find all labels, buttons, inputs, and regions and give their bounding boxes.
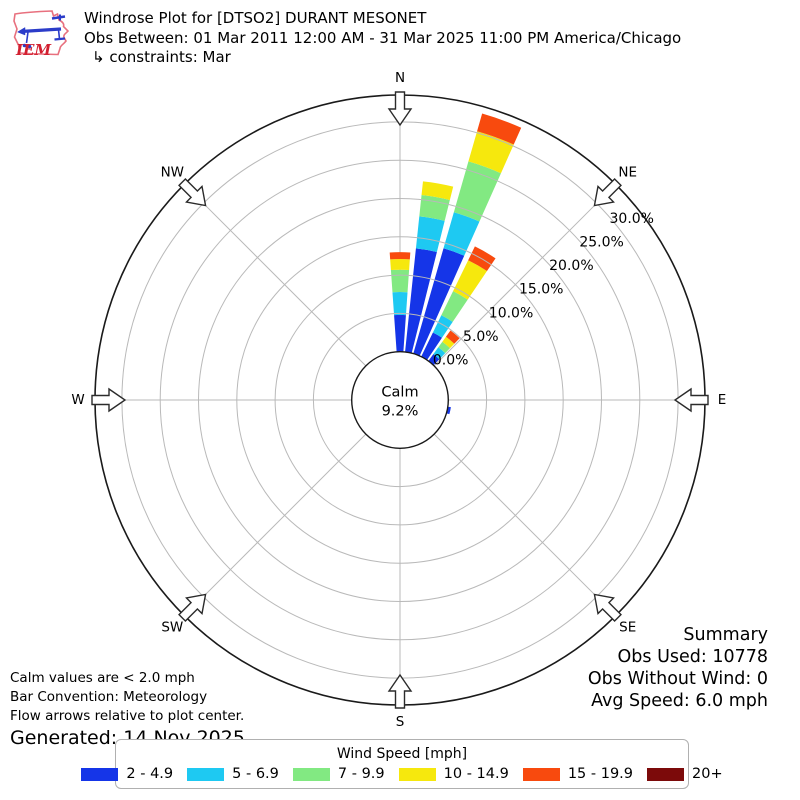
windrose-petal-segment [453,260,487,300]
compass-spoke [183,183,367,367]
percent-ring [312,312,488,488]
ring-label: 0.0% [433,352,469,368]
compass-spoke [433,183,617,367]
flow-arrow [387,673,413,709]
legend-swatch [292,767,330,781]
calm-label: Calm [381,385,418,401]
flow-arrow [178,593,207,622]
weathervane-icon [16,14,66,49]
legend-label: 7 - 9.9 [337,766,385,782]
flow-arrow [91,387,127,413]
windrose-petal-segment [390,259,410,271]
ring-label: 15.0% [519,282,563,298]
legend-items: 2 - 4.9 5 - 6.9 7 - 9.9 10 - 14.9 15 - 19.9 2… [81,766,723,782]
legend-swatch [81,767,119,781]
windrose-petal-segment [441,291,468,322]
windrose-petal-segment [477,113,522,145]
compass-label-se: SE [619,620,636,636]
windrose-petal-segment [421,181,454,201]
windrose-petal-segment [421,332,443,360]
legend-swatch [647,767,685,781]
legend-title: Wind Speed [mph] [336,746,468,762]
legend-item: 20+ [647,766,723,782]
windrose-petal-segment [453,161,501,222]
legend-label: 5 - 6.9 [232,766,279,782]
legend-item: 5 - 6.9 [187,766,279,782]
constraints: ↳ constraints: Mar [92,48,231,66]
calm-circle [351,351,450,450]
percent-ring [274,274,526,526]
header: Windrose Plot for [DTSO2] DURANT MESONET… [84,9,681,68]
compass-label-ne: NE [618,164,637,180]
windrose-petal-segment [394,314,406,352]
windrose-petal-segment [443,212,480,256]
summary-block: Summary Obs Used: 10778 Obs Without Wind… [588,624,768,712]
convention-note: Bar Convention: Meteorology [10,689,208,705]
compass-label-sw: SW [161,620,183,636]
ring-label: 20.0% [549,258,593,274]
windrose-petal-segment [419,195,450,221]
windrose-petal-segment [433,347,446,360]
plot-title: Windrose Plot for [DTSO2] DURANT MESONET [84,9,427,27]
windrose-petal-segment [413,248,465,356]
calm-note: Calm values are < 2.0 mph [10,670,195,686]
windrose-petal-segment [442,336,455,349]
windrose-petal-segment [432,315,453,338]
iowa-outline [13,10,70,56]
summary-title: Summary [683,625,768,645]
windrose-petal-segment [415,216,445,253]
percent-ring [159,159,641,641]
windrose-petal-segment [445,330,460,344]
legend-item: 10 - 14.9 [398,766,509,782]
compass-label-w: W [71,392,84,408]
windrose-petal-segment [390,269,410,293]
compass-label-n: N [395,70,405,86]
legend-label: 15 - 19.9 [567,766,634,782]
percent-ring [198,198,602,602]
wind-speed-legend: Wind Speed [mph] 2 - 4.9 5 - 6.9 7 - 9.9 10… [81,739,723,789]
legend-swatch [522,767,560,781]
legend-item: 2 - 4.9 [81,766,173,782]
legend-swatch [187,767,225,781]
avg-speed: Avg Speed: 6.0 mph [591,691,768,711]
ring-label: 30.0% [610,211,654,227]
compass-label-s: S [396,714,405,730]
windrose-petal-segment [405,248,437,354]
legend-item: 15 - 19.9 [522,766,634,782]
compass-spoke [433,433,617,617]
obs-used: Obs Used: 10778 [617,647,769,667]
flow-arrow [593,178,622,207]
legend-label: 2 - 4.9 [126,766,174,782]
ring-label: 25.0% [579,235,623,251]
flow-arrow [593,593,622,622]
compass-label-nw: NW [161,164,184,180]
compass-spoke [183,433,367,617]
ring-label: 5.0% [463,329,499,345]
legend-item: 7 - 9.9 [292,766,385,782]
calm-value: 9.2% [382,404,419,420]
legend-swatch [398,767,436,781]
obs-between: Obs Between: 01 Mar 2011 12:00 AM - 31 M… [84,28,682,47]
percent-ring [236,236,564,564]
windrose-petal-segment [438,341,451,354]
arrows-note: Flow arrows relative to plot center. [10,708,245,724]
ring-label: 10.0% [489,305,533,321]
iem-logo: IEM [13,10,70,59]
compass-label-e: E [718,392,727,408]
obs-without-wind: Obs Without Wind: 0 [587,669,768,689]
legend-label: 20+ [692,766,723,782]
windrose-petal-segment [392,291,408,316]
flow-arrow [178,178,207,207]
plot-notes: Calm values are < 2.0 mph Bar Convention… [10,669,245,750]
flow-arrow [387,91,413,127]
legend-label: 10 - 14.9 [443,766,509,782]
iem-logo-text: IEM [15,41,51,59]
flow-arrow [673,387,709,413]
windrose-petal-segment [389,252,411,260]
